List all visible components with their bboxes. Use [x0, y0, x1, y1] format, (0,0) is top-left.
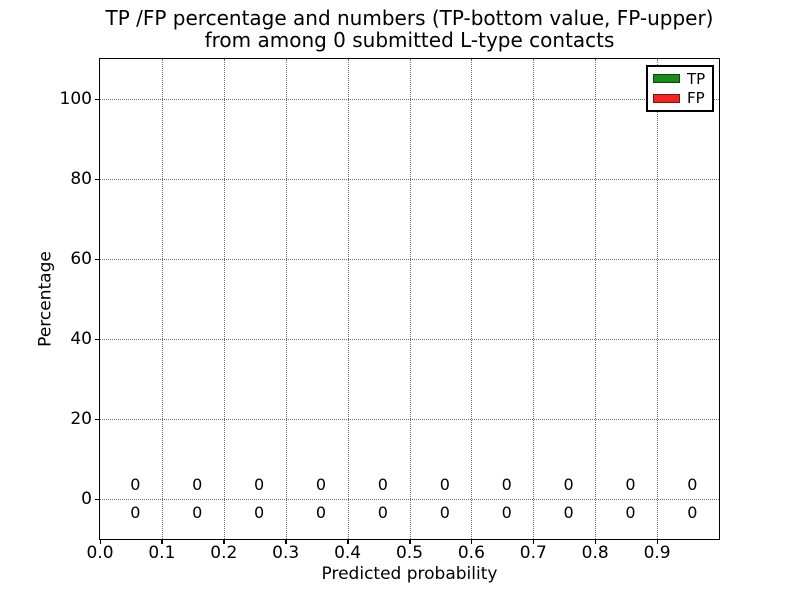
y-tick [95, 178, 100, 180]
y-tick-label: 20 [70, 409, 92, 429]
annotation-zero: 0 [625, 475, 636, 494]
y-tick [95, 338, 100, 340]
y-tick-label: 80 [70, 169, 92, 189]
x-tick-label: 0.4 [334, 543, 362, 563]
annotation-zero: 0 [315, 503, 327, 522]
legend-item-tp: TP [653, 71, 707, 87]
annotation-zero: 0 [130, 503, 141, 522]
annotation-zero: 0 [687, 475, 698, 494]
annotation-zero: 0 [439, 503, 450, 522]
v-gridline [161, 59, 163, 539]
chart-title-line1: TP /FP percentage and numbers (TP-bottom… [105, 6, 714, 30]
x-tick [161, 539, 163, 544]
x-tick-label: 0.2 [210, 543, 238, 563]
y-tick [95, 418, 100, 420]
x-tick [656, 539, 659, 544]
y-tick [95, 98, 100, 100]
annotation-zero: 0 [130, 475, 141, 494]
annotation-zero: 0 [563, 475, 574, 494]
v-gridline [223, 59, 225, 539]
fp-color-swatch-icon [653, 93, 680, 103]
v-gridline [657, 59, 659, 539]
annotation-zero: 0 [377, 503, 388, 522]
x-tick-label: 0.1 [148, 543, 176, 563]
v-gridline [347, 59, 349, 539]
annotation-zero: 0 [377, 475, 388, 494]
x-tick [223, 539, 225, 544]
x-tick [99, 539, 101, 544]
annotation-zero: 0 [253, 503, 265, 522]
annotation-zero: 0 [439, 475, 450, 494]
legend-item-fp: FP [653, 90, 707, 106]
x-tick [285, 539, 287, 544]
x-tick-label: 0.5 [395, 543, 424, 563]
annotation-zero: 0 [253, 475, 265, 494]
x-axis-label: Predicted probability [321, 564, 498, 584]
y-tick-label: 60 [70, 249, 92, 269]
v-gridline [595, 59, 597, 539]
annotation-zero: 0 [563, 503, 574, 522]
legend-label-fp: FP [687, 89, 705, 108]
annotation-zero: 0 [192, 475, 203, 494]
annotation-zero: 0 [501, 475, 512, 494]
legend-label-tp: TP [687, 69, 706, 88]
x-tick-label: 0.0 [86, 543, 114, 563]
y-tick-label: 100 [59, 89, 92, 109]
chart-title-line2: from among 0 submitted L-type contacts [204, 28, 615, 52]
x-tick [409, 539, 411, 544]
v-gridline [471, 59, 473, 539]
v-gridline [285, 59, 287, 539]
annotation-zero: 0 [315, 475, 327, 494]
plot-area [99, 58, 720, 540]
v-gridline [409, 59, 411, 539]
y-tick [95, 258, 100, 260]
annotation-zero: 0 [501, 503, 512, 522]
y-tick [95, 498, 100, 500]
x-tick [532, 539, 535, 544]
tp-color-swatch-icon [653, 74, 680, 84]
annotation-zero: 0 [625, 503, 636, 522]
x-tick [470, 539, 473, 544]
chart-title: TP /FP percentage and numbers (TP-bottom… [0, 7, 800, 51]
annotation-zero: 0 [687, 503, 698, 522]
x-tick-label: 0.8 [581, 543, 609, 563]
legend: TP FP [646, 65, 714, 112]
y-tick-label: 40 [70, 329, 92, 349]
v-gridline [533, 59, 535, 539]
x-tick [594, 539, 597, 544]
annotation-zero: 0 [192, 503, 203, 522]
x-tick-label: 0.7 [519, 543, 547, 563]
x-tick-label: 0.3 [272, 543, 300, 563]
x-tick-label: 0.9 [643, 543, 671, 563]
x-tick-label: 0.6 [457, 543, 485, 563]
x-tick [347, 539, 349, 544]
y-tick-label: 0 [81, 489, 92, 509]
